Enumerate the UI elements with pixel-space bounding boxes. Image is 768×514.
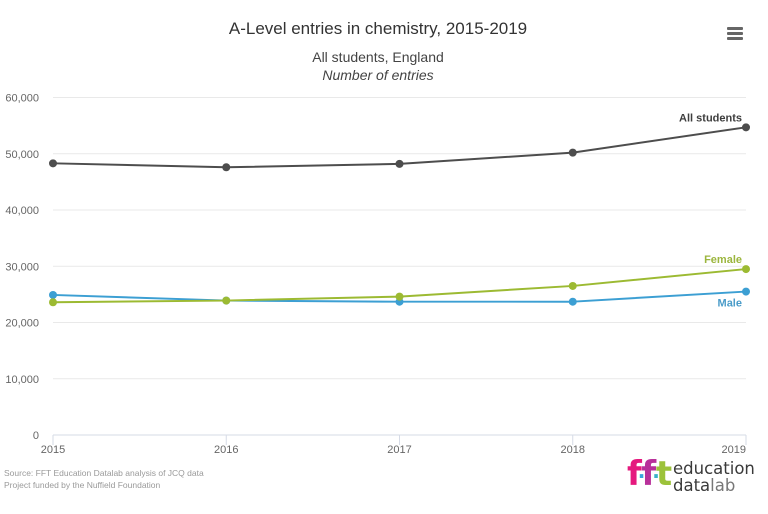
- data-point: [395, 292, 404, 301]
- x-tick-label: 2015: [41, 444, 65, 456]
- hamburger-menu-icon-bar: [727, 37, 743, 40]
- logo-letter-f: f: [627, 454, 642, 494]
- series-label: All students: [679, 112, 742, 124]
- data-point: [49, 290, 57, 299]
- data-point: [568, 297, 577, 306]
- y-tick-label: 30,000: [5, 261, 39, 273]
- fft-logo-mark: f·f·t: [627, 454, 672, 496]
- y-tick-label: 60,000: [5, 93, 39, 105]
- y-tick-label: 10,000: [5, 374, 39, 386]
- hamburger-menu-icon: [727, 27, 743, 30]
- chart-subtitle: All students, England Number of entries: [0, 48, 756, 84]
- series-label: Male: [718, 298, 742, 310]
- logo-word-education: education: [673, 459, 755, 478]
- chart-credits: Source: FFT Education Datalab analysis o…: [4, 467, 204, 491]
- data-point: [742, 265, 750, 274]
- chart-context-menu-button[interactable]: [724, 24, 746, 42]
- data-point: [742, 287, 750, 296]
- data-point: [742, 123, 750, 132]
- logo-word-datalab: datalab: [673, 477, 755, 494]
- logo-dot: ·: [652, 463, 660, 488]
- axes: 0 10,000 20,000 30,000 40,000 50,000 60,000 201…: [5, 93, 747, 456]
- y-tick-label: 0: [33, 430, 39, 442]
- y-tick-label: 40,000: [5, 205, 39, 217]
- y-tick-label: 50,000: [5, 149, 39, 161]
- logo-dot: ·: [637, 463, 646, 488]
- logo-letter-t: t: [655, 454, 672, 494]
- data-point: [222, 163, 231, 172]
- data-point: [222, 296, 231, 305]
- logo-wordmark: education datalab: [673, 460, 755, 494]
- chart-title: A-Level entries in chemistry, 2015-2019: [228, 19, 528, 38]
- y-axis-description: Number of entries: [322, 67, 434, 83]
- funding-text: Project funded by the Nuffield Foundatio…: [4, 480, 161, 490]
- series-label: Female: [704, 254, 742, 266]
- series: [49, 123, 750, 307]
- y-tick-label: 20,000: [5, 318, 39, 330]
- x-tick-label: 2019: [722, 444, 746, 456]
- hamburger-menu-icon-bar: [727, 32, 743, 35]
- data-point: [568, 148, 577, 157]
- subtitle-text: All students, England: [312, 49, 444, 65]
- source-text: Source: FFT Education Datalab analysis o…: [4, 468, 204, 478]
- data-point: [49, 298, 57, 307]
- series-labels: All students Male Female: [678, 111, 743, 310]
- data-point: [568, 281, 577, 290]
- data-point: [395, 159, 404, 168]
- x-tick-label: 2016: [214, 444, 238, 456]
- data-point: [49, 159, 57, 168]
- fft-education-datalab-logo: f·f·t education datalab: [627, 454, 757, 494]
- gridlines: [53, 97, 746, 380]
- x-tick-label: 2017: [387, 444, 411, 456]
- x-tick-label: 2018: [561, 444, 585, 456]
- logo-word-lab: lab: [710, 476, 736, 495]
- logo-word-data: data: [673, 476, 711, 495]
- logo-letter-f: f: [641, 454, 656, 494]
